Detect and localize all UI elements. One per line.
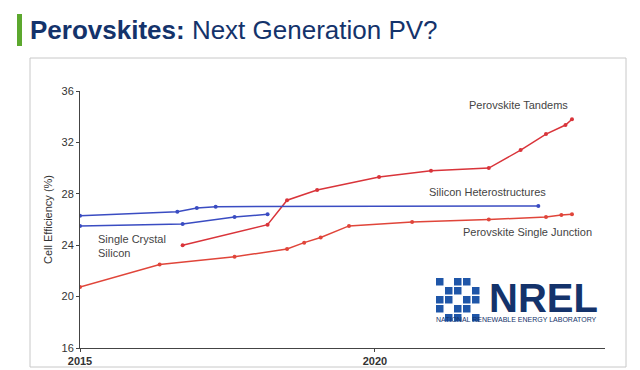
svg-text:Perovskite Single Junction: Perovskite Single Junction [463,226,592,238]
svg-text:Perovskites: Next Generation P: Perovskites: Next Generation PV? [30,15,438,45]
svg-text:36: 36 [62,85,74,97]
svg-text:Cell Efficiency (%): Cell Efficiency (%) [42,175,54,264]
svg-text:32: 32 [62,136,74,148]
svg-text:16: 16 [62,342,74,354]
svg-text:Silicon Heterostructures: Silicon Heterostructures [429,186,546,198]
svg-text:Perovskite Tandems: Perovskite Tandems [469,99,568,111]
svg-text:NATIONAL RENEWABLE ENERGY LABO: NATIONAL RENEWABLE ENERGY LABORATORY [436,316,597,323]
svg-text:Single CrystalSilicon: Single CrystalSilicon [98,233,166,259]
svg-text:28: 28 [62,188,74,200]
svg-text:20: 20 [62,290,74,302]
svg-text:2020: 2020 [363,355,387,367]
svg-text:24: 24 [62,239,74,251]
svg-text:NREL: NREL [489,276,598,320]
svg-text:2015: 2015 [68,355,92,367]
